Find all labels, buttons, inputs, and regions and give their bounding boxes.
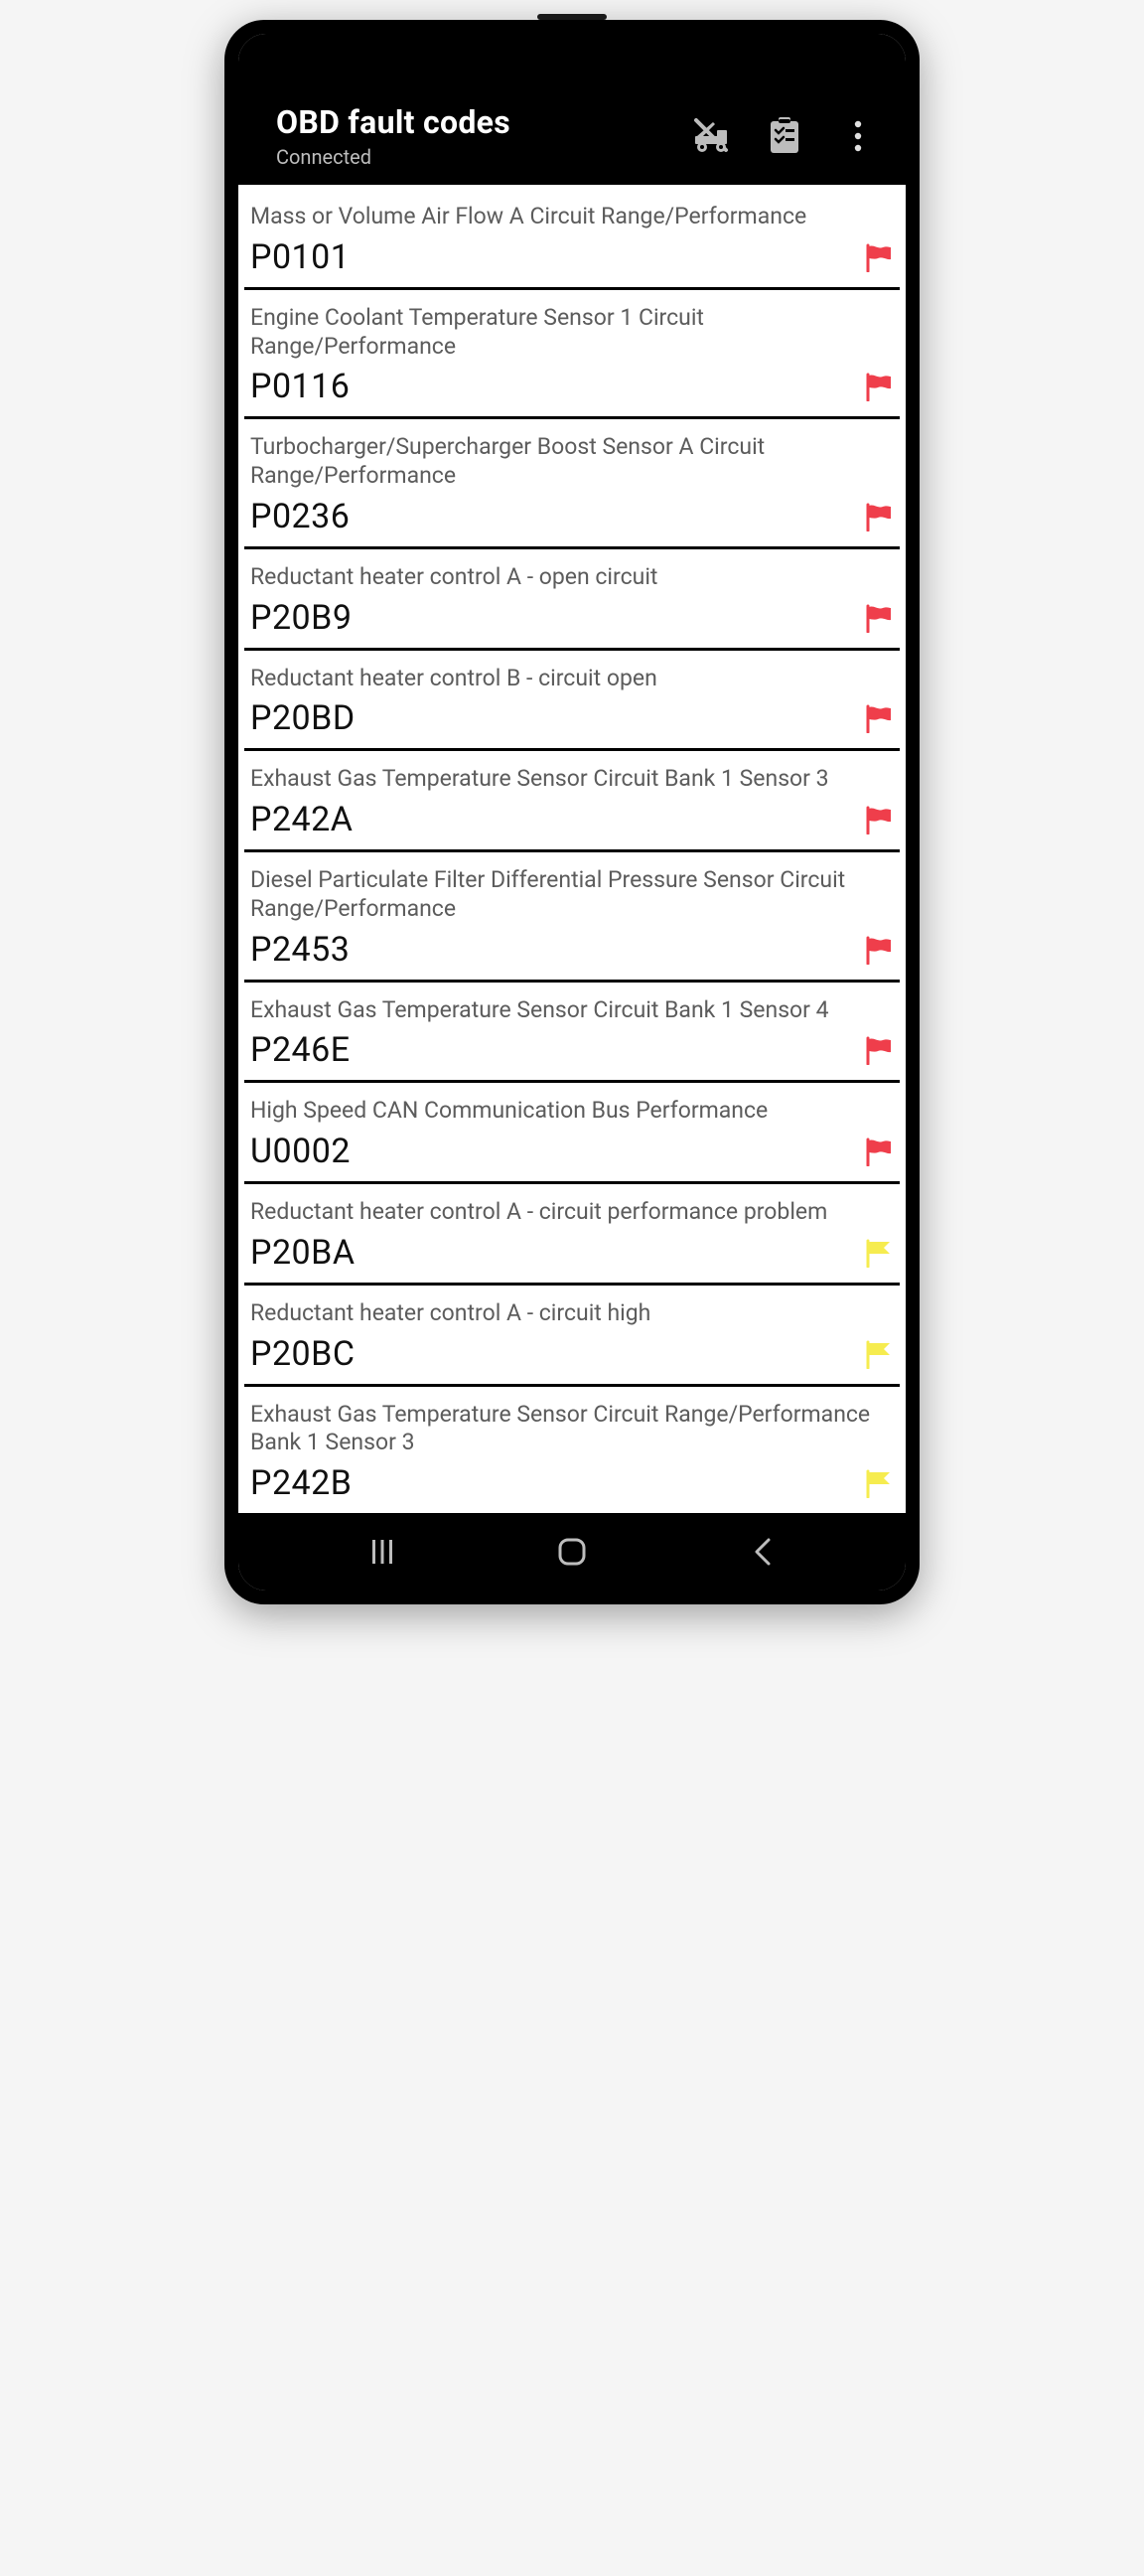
status-bar	[238, 34, 906, 93]
fault-description: Exhaust Gas Temperature Sensor Circuit R…	[250, 1401, 894, 1458]
fault-code-line: P242B	[250, 1463, 894, 1503]
fault-row[interactable]: Turbocharger/Supercharger Boost Sensor A…	[244, 419, 900, 549]
fault-description: Mass or Volume Air Flow A Circuit Range/…	[250, 203, 894, 231]
system-nav-bar	[238, 1513, 906, 1591]
tow-truck-off-icon[interactable]	[691, 116, 731, 156]
fault-row[interactable]: High Speed CAN Communication Bus Perform…	[244, 1083, 900, 1184]
overflow-menu-icon[interactable]	[838, 116, 878, 156]
fault-code-line: P20BD	[250, 698, 894, 738]
fault-code: P20BD	[250, 698, 356, 738]
flag-icon	[864, 1136, 894, 1166]
fault-row[interactable]: Exhaust Gas Temperature Sensor Circuit B…	[244, 751, 900, 852]
flag-icon	[864, 603, 894, 633]
fault-code: P20B9	[250, 598, 352, 638]
fault-row[interactable]: Diesel Particulate Filter Differential P…	[244, 852, 900, 983]
appbar-titles: OBD fault codes Connected	[276, 103, 691, 169]
fault-row[interactable]: Reductant heater control B - circuit ope…	[244, 651, 900, 752]
flag-icon	[864, 1035, 894, 1065]
flag-icon	[864, 935, 894, 965]
fault-description: Reductant heater control B - circuit ope…	[250, 665, 894, 693]
page-title: OBD fault codes	[276, 103, 691, 141]
checklist-icon[interactable]	[765, 116, 804, 156]
nav-home-button[interactable]	[546, 1526, 598, 1578]
appbar-actions	[691, 116, 878, 156]
screen: OBD fault codes Connected	[238, 34, 906, 1591]
fault-description: Engine Coolant Temperature Sensor 1 Circ…	[250, 304, 894, 362]
flag-icon	[864, 372, 894, 401]
fault-code: P0101	[250, 237, 350, 277]
nav-recents-button[interactable]	[357, 1526, 408, 1578]
flag-icon	[864, 805, 894, 834]
fault-code: P0116	[250, 367, 350, 406]
fault-row[interactable]: Reductant heater control A - circuit per…	[244, 1184, 900, 1286]
fault-code: P242A	[250, 800, 353, 839]
fault-code: P242B	[250, 1463, 352, 1503]
fault-row[interactable]: Exhaust Gas Temperature Sensor Circuit B…	[244, 983, 900, 1084]
fault-code-list: Mass or Volume Air Flow A Circuit Range/…	[238, 185, 906, 1513]
fault-description: Turbocharger/Supercharger Boost Sensor A…	[250, 433, 894, 491]
flag-icon	[864, 1468, 894, 1498]
fault-description: Exhaust Gas Temperature Sensor Circuit B…	[250, 765, 894, 794]
fault-code: P20BC	[250, 1334, 355, 1374]
app-bar: OBD fault codes Connected	[238, 93, 906, 185]
fault-code: P0236	[250, 497, 350, 536]
flag-icon	[864, 1238, 894, 1268]
fault-code-line: P246E	[250, 1030, 894, 1070]
fault-code: P246E	[250, 1030, 351, 1070]
fault-code-line: P0101	[250, 237, 894, 277]
fault-code-line: P0236	[250, 497, 894, 536]
fault-code-line: U0002	[250, 1132, 894, 1171]
phone-frame: OBD fault codes Connected	[224, 20, 920, 1604]
fault-code: U0002	[250, 1132, 351, 1171]
connection-status: Connected	[276, 145, 691, 169]
flag-icon	[864, 703, 894, 733]
fault-row[interactable]: Mass or Volume Air Flow A Circuit Range/…	[244, 189, 900, 290]
fault-code-line: P242A	[250, 800, 894, 839]
fault-code-line: P2453	[250, 930, 894, 970]
fault-code: P2453	[250, 930, 350, 970]
fault-description: Reductant heater control A - open circui…	[250, 563, 894, 592]
fault-code-line: P20BC	[250, 1334, 894, 1374]
fault-row[interactable]: Reductant heater control A - circuit hig…	[244, 1286, 900, 1387]
fault-description: Reductant heater control A - circuit hig…	[250, 1299, 894, 1328]
flag-icon	[864, 1339, 894, 1369]
fault-code: P20BA	[250, 1233, 356, 1273]
fault-code-line: P20B9	[250, 598, 894, 638]
fault-description: Reductant heater control A - circuit per…	[250, 1198, 894, 1227]
fault-description: Exhaust Gas Temperature Sensor Circuit B…	[250, 996, 894, 1025]
fault-description: High Speed CAN Communication Bus Perform…	[250, 1097, 894, 1126]
fault-row[interactable]: Engine Coolant Temperature Sensor 1 Circ…	[244, 290, 900, 420]
fault-row[interactable]: Exhaust Gas Temperature Sensor Circuit R…	[244, 1387, 900, 1514]
fault-code-line: P20BA	[250, 1233, 894, 1273]
fault-description: Diesel Particulate Filter Differential P…	[250, 866, 894, 924]
flag-icon	[864, 242, 894, 272]
nav-back-button[interactable]	[736, 1526, 787, 1578]
phone-speaker	[537, 14, 607, 20]
fault-code-line: P0116	[250, 367, 894, 406]
flag-icon	[864, 502, 894, 531]
fault-row[interactable]: Reductant heater control A - open circui…	[244, 549, 900, 651]
